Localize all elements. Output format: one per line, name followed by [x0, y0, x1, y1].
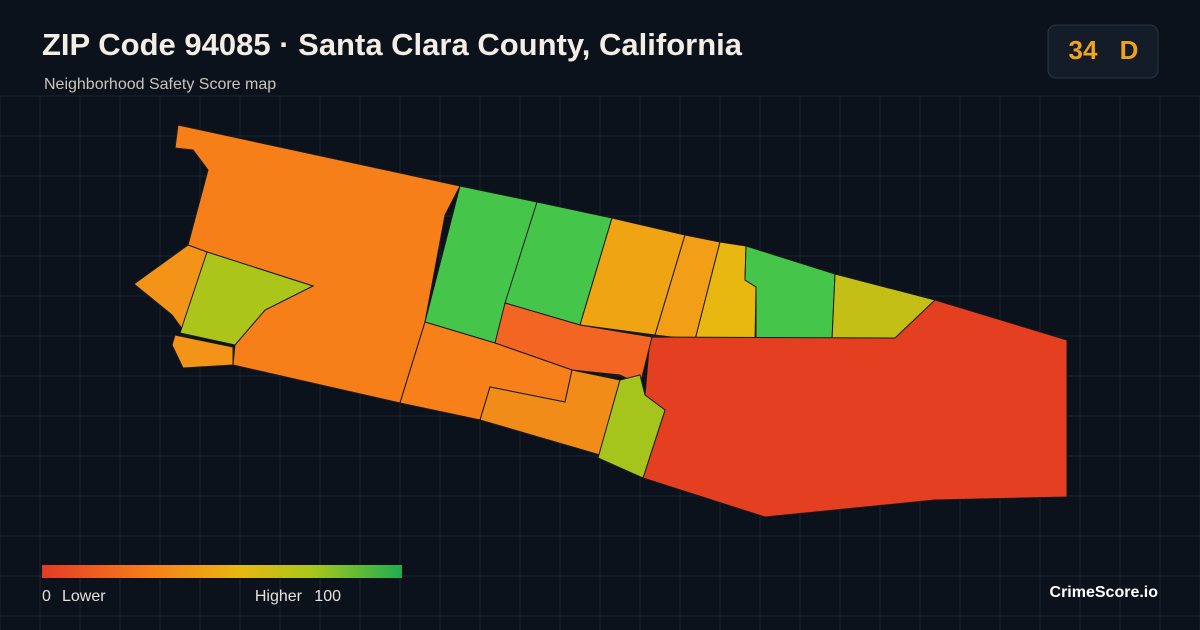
score-badge: [1047, 24, 1159, 79]
area: [171, 334, 234, 369]
map: [133, 124, 1068, 518]
legend-max: 100: [314, 588, 341, 605]
legend-max-label: Higher: [255, 588, 303, 605]
legend-min: 0: [42, 588, 51, 605]
area: [179, 251, 315, 346]
legend-min-label: Lower: [62, 588, 106, 605]
grade: D: [1120, 35, 1139, 65]
score: 34: [1069, 35, 1098, 65]
subtitle: Neighborhood Safety Score map: [44, 76, 276, 93]
legend-bar: [42, 565, 402, 578]
title: ZIP Code 94085 · Santa Clara County, Cal…: [42, 27, 743, 62]
brand: CrimeScore.io: [1050, 584, 1159, 601]
area: [597, 374, 666, 479]
